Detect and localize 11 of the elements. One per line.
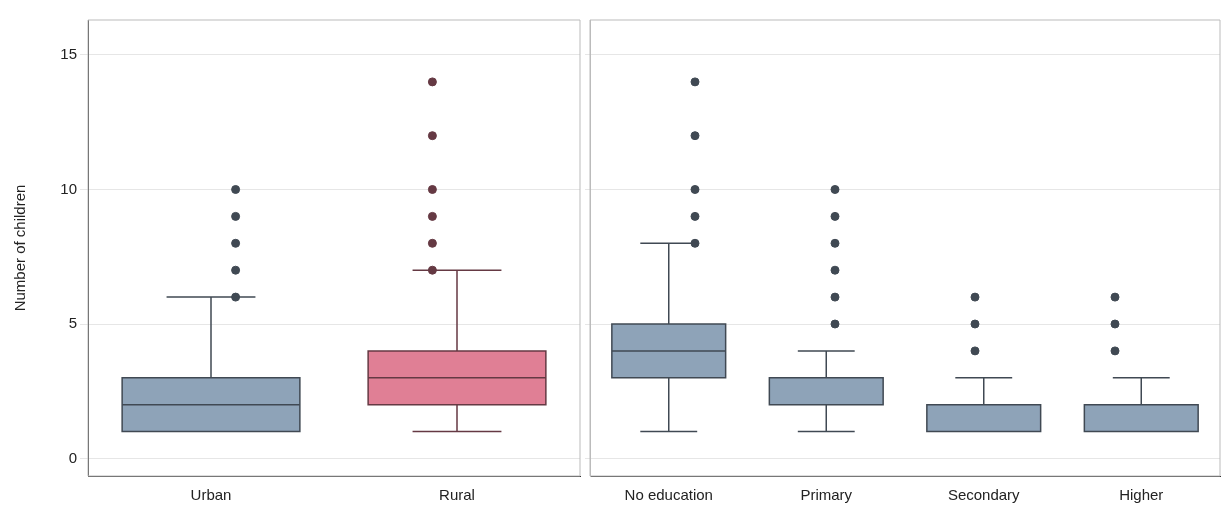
x-tick-label: Urban — [190, 486, 232, 504]
x-tick-label: Higher — [1119, 486, 1164, 504]
x-tick-label: Primary — [800, 486, 853, 504]
y-axis-title: Number of children — [11, 184, 29, 312]
y-tick-label: 10 — [60, 179, 77, 197]
y-tick-label: 0 — [68, 448, 77, 466]
y-tick-label: 15 — [60, 45, 77, 63]
x-tick-label: Secondary — [947, 486, 1021, 504]
x-tick-label: Rural — [439, 486, 475, 504]
y-tick-label: 5 — [68, 314, 77, 332]
x-tick-label: No education — [624, 486, 713, 504]
